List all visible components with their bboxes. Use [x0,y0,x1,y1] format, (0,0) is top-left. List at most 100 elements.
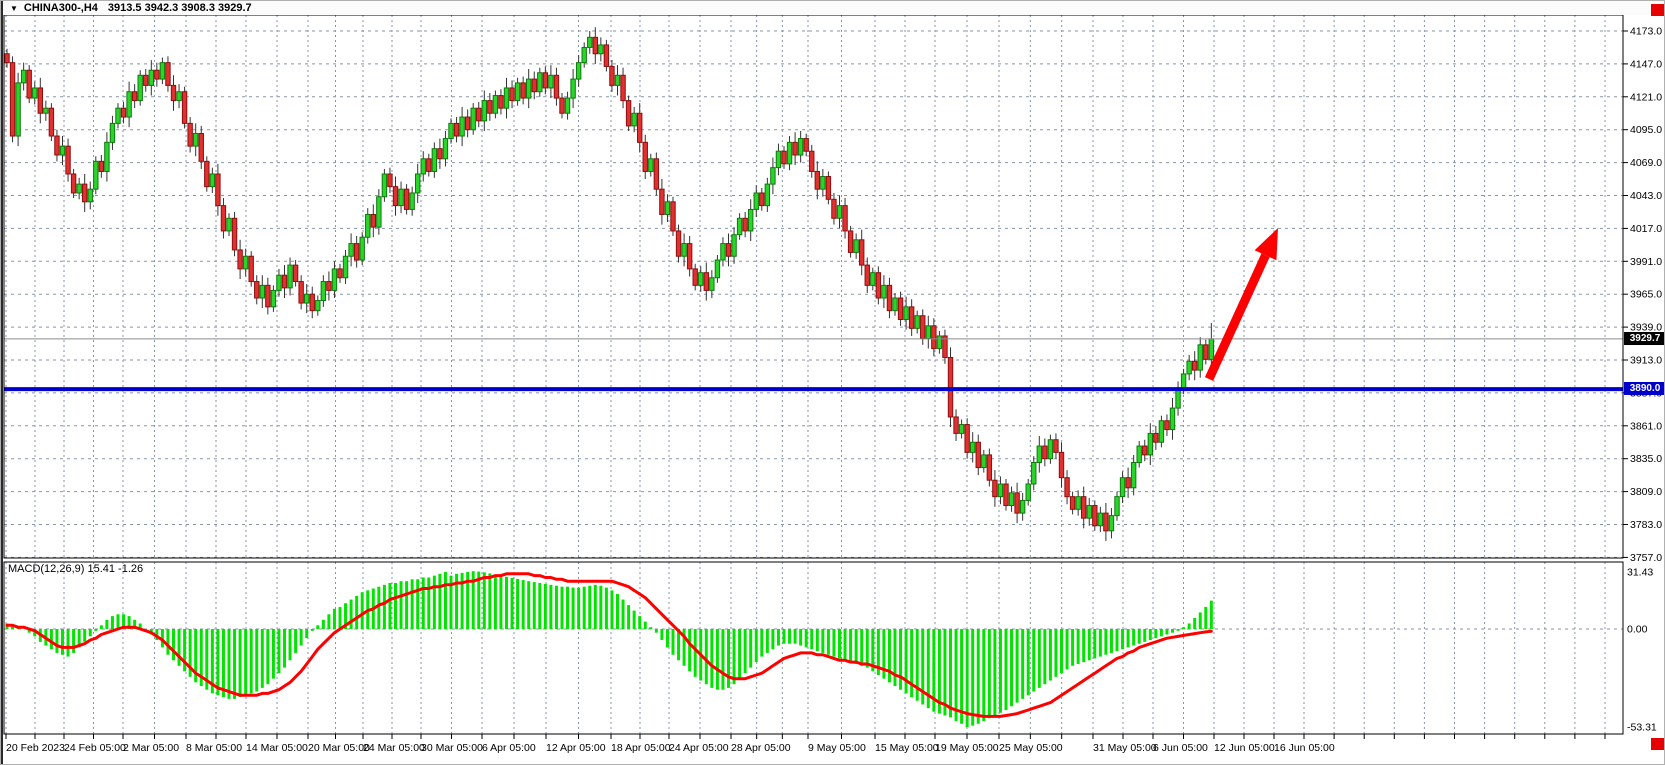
bull-candle [1136,445,1142,464]
bull-candle [20,69,27,84]
bull-candle [981,454,987,469]
bear-candle [964,424,970,453]
time-axis-label[interactable]: 25 May 05:00 [999,742,1063,754]
bear-candle [281,274,288,289]
time-axis-label[interactable]: 19 May 05:00 [935,742,999,754]
bull-candle [720,243,726,261]
price-tick-label[interactable]: 3913.0 [1630,355,1662,367]
up-trend-arrow-head[interactable] [1254,228,1278,261]
bull-candle [176,91,182,102]
window-left-border [1,1,3,764]
bull-candle [664,201,671,215]
bear-candle [1042,445,1048,460]
time-axis-label[interactable]: 14 Mar 05:00 [246,742,308,754]
bull-candle [365,213,371,238]
bull-candle [575,62,582,80]
bear-candle [814,170,820,190]
bull-candle [315,300,321,312]
bear-candle [897,297,904,321]
price-tick-label[interactable]: 4121.0 [1630,91,1662,103]
time-axis-label[interactable]: 24 Apr 05:00 [669,742,729,754]
horizontal-line-price-tag[interactable]: 3890.0 [1624,382,1664,395]
price-tick-label[interactable]: 3965.0 [1630,289,1662,301]
bull-candle [1130,462,1137,489]
bear-candle [531,78,537,93]
time-axis-label[interactable]: 31 May 05:00 [1093,742,1157,754]
bull-candle [304,293,310,304]
time-axis-label[interactable]: 18 Apr 05:00 [611,742,671,754]
bear-candle [831,198,837,219]
bear-candle [254,281,260,299]
time-axis-label[interactable]: 20 Feb 2023 [6,742,65,754]
bear-candle [337,268,343,279]
time-axis-label[interactable]: 9 May 05:00 [808,742,866,754]
bear-candle [725,243,732,257]
bull-candle [564,97,571,114]
bear-candle [609,65,615,86]
price-tick-label[interactable]: 4173.0 [1630,26,1662,38]
bear-candle [120,107,127,118]
bear-candle [131,91,138,102]
bear-candle [1103,512,1109,532]
price-tick-label[interactable]: 3835.0 [1630,453,1662,465]
price-tick-label[interactable]: 3991.0 [1630,256,1662,268]
time-axis-label[interactable]: 2 Mar 05:00 [123,742,179,754]
price-tick-label[interactable]: 4017.0 [1630,223,1662,235]
bull-candle [381,173,388,198]
bear-candle [809,150,815,172]
time-axis-label[interactable]: 12 Jun 05:00 [1214,742,1275,754]
up-trend-arrow-shaft[interactable] [1204,253,1270,381]
price-tick-label[interactable]: 3783.0 [1630,519,1662,531]
bull-candle [270,289,277,308]
bear-candle [204,160,210,188]
macd-tick-label[interactable]: 0.00 [1627,624,1648,636]
bear-candle [625,100,632,127]
bear-candle [1053,439,1059,453]
time-axis-label[interactable]: 24 Mar 05:00 [363,742,425,754]
bear-candle [603,44,610,67]
bull-candle [997,483,1004,498]
price-tick-label[interactable]: 4069.0 [1630,157,1662,169]
macd-indicator-label: MACD(12,26,9) 15.41 -1.26 [8,563,144,575]
bear-candle [986,454,993,481]
time-axis-label[interactable]: 24 Feb 05:00 [64,742,126,754]
time-axis-label[interactable]: 15 May 05:00 [875,742,939,754]
bull-candle [342,255,349,279]
price-tick-label[interactable]: 4147.0 [1630,58,1662,70]
time-axis-label[interactable]: 12 Apr 05:00 [546,742,606,754]
time-axis-label[interactable]: 16 Jun 05:00 [1274,742,1335,754]
bear-candle [426,158,432,172]
bear-candle [82,183,88,203]
bull-candle [903,306,909,321]
price-tick-label[interactable]: 3861.0 [1630,420,1662,432]
bear-candle [859,239,865,266]
price-tick-label[interactable]: 3939.0 [1630,322,1662,334]
price-tick-label[interactable]: 4095.0 [1630,124,1662,136]
macd-tick-label[interactable]: -53.31 [1627,722,1657,734]
price-tick-label[interactable]: 3809.0 [1630,486,1662,498]
time-axis-label[interactable]: 20 Mar 05:00 [308,742,370,754]
bull-candle [1036,445,1042,464]
time-axis-label[interactable]: 6 Apr 05:00 [482,742,536,754]
bear-candle [659,188,665,215]
bull-candle [614,74,621,86]
time-axis-label[interactable]: 28 Apr 05:00 [731,742,791,754]
bull-candle [431,148,438,172]
price-tick-label[interactable]: 4043.0 [1630,190,1662,202]
price-tick-label[interactable]: 3757.0 [1630,552,1662,564]
bear-candle [803,138,809,152]
bear-candle [437,148,443,160]
time-axis-label[interactable]: 30 Mar 05:00 [421,742,483,754]
time-axis-label[interactable]: 8 Mar 05:00 [186,742,242,754]
bear-candle [1092,505,1098,527]
bear-candle [309,293,315,312]
time-axis-label[interactable]: 6 Jun 05:00 [1153,742,1208,754]
bear-candle [48,107,55,137]
chevron-down-icon[interactable]: ▼ [10,3,18,13]
bear-candle [975,441,981,469]
bear-candle [403,188,410,210]
bear-candle [686,243,693,270]
bear-candle [637,112,643,143]
macd-tick-label[interactable]: 31.43 [1627,567,1653,579]
